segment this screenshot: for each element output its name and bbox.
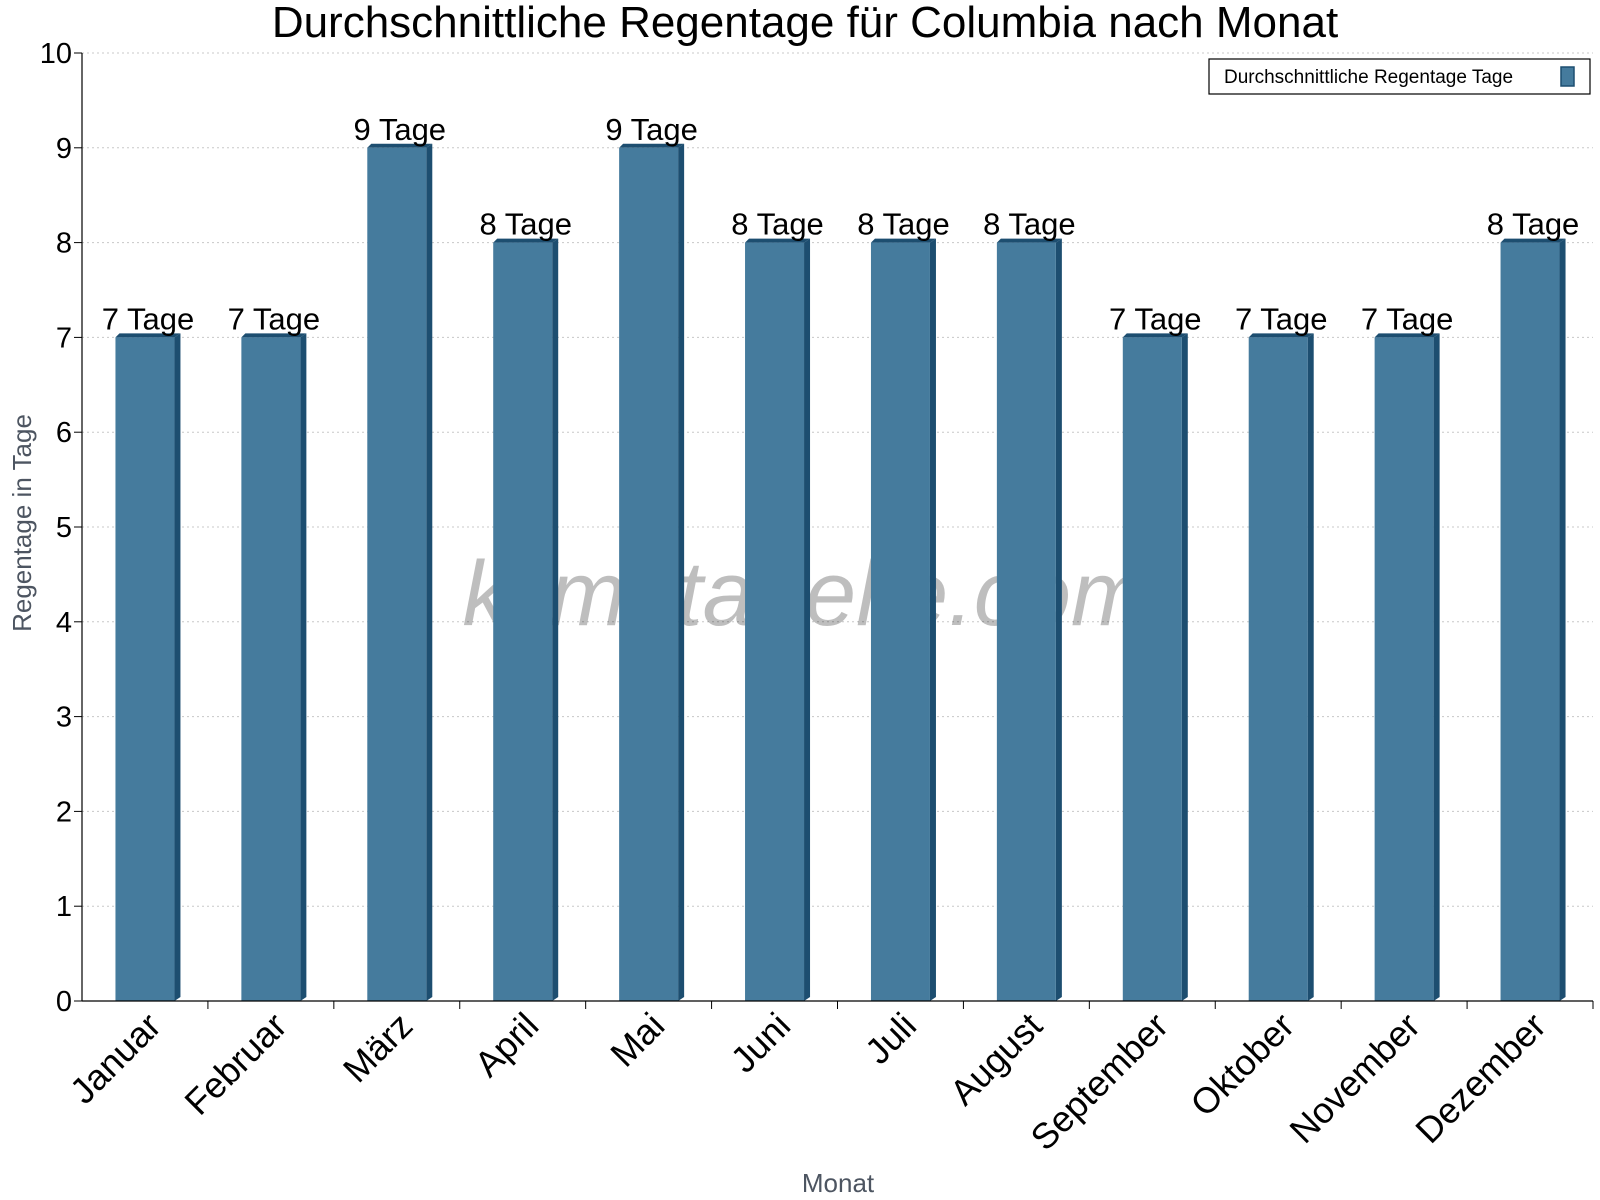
bar-side <box>1307 333 1314 1001</box>
data-label: 8 Tage <box>731 207 824 242</box>
x-tick-labels: Januar Februar März April Mai Juni Juli AugustS… <box>62 1005 1554 1159</box>
data-label: 9 Tage <box>354 112 447 147</box>
data-label: 7 Tage <box>228 301 321 336</box>
y-tick-label: 9 <box>56 133 72 165</box>
bar <box>1374 337 1434 1001</box>
x-tick-label: August <box>942 1005 1050 1113</box>
bar-top <box>745 238 811 243</box>
bar-top <box>493 238 559 243</box>
bar <box>115 337 175 1001</box>
y-tick-labels: 0 1 2 3 4 5 6 7 8 9 10 <box>40 38 72 1018</box>
x-tick-label: Juni <box>723 1005 799 1081</box>
y-tick-label: 1 <box>56 891 72 923</box>
bar-top <box>1248 333 1314 338</box>
x-tick-label: November <box>1281 1005 1427 1151</box>
bar-side <box>300 333 307 1001</box>
bar <box>745 242 805 1002</box>
data-label: 8 Tage <box>857 207 950 242</box>
y-tick-label: 10 <box>40 38 72 70</box>
bar-top <box>1500 238 1566 243</box>
x-tick-label: Februar <box>176 1005 294 1123</box>
data-label: 7 Tage <box>1235 301 1328 336</box>
data-label: 8 Tage <box>479 207 572 242</box>
y-axis-label: Regentage in Tage <box>7 414 37 632</box>
bar-side <box>1181 333 1188 1001</box>
bar-top <box>870 238 936 243</box>
x-tick-label: Mai <box>602 1005 672 1075</box>
y-tick-label: 2 <box>56 796 72 828</box>
bars <box>115 143 1566 1002</box>
y-tick-label: 3 <box>56 702 72 734</box>
bar-top <box>1122 333 1188 338</box>
bar <box>870 242 930 1002</box>
bar-top <box>241 333 307 338</box>
bar-side <box>552 238 559 1002</box>
bar-side <box>929 238 936 1002</box>
y-tick-label: 5 <box>56 512 72 544</box>
bar-top <box>367 143 433 148</box>
bar <box>1248 337 1308 1001</box>
legend: Durchschnittliche Regentage Tage <box>1208 58 1591 95</box>
data-label: 7 Tage <box>1109 301 1202 336</box>
data-labels: 7 Tage 7 Tage 9 Tage 8 Tage 9 Tage 8 Tage 8 Ta… <box>102 112 1580 337</box>
grid <box>82 52 1593 907</box>
data-label: 8 Tage <box>983 207 1076 242</box>
x-tick-label: Juli <box>857 1005 924 1072</box>
bar-top <box>996 238 1062 243</box>
data-label: 7 Tage <box>102 301 195 336</box>
x-tick-label: März <box>335 1005 421 1091</box>
legend-swatch <box>1560 66 1575 87</box>
x-tick-label: Januar <box>62 1005 169 1112</box>
legend-label: Durchschnittliche Regentage Tage <box>1224 67 1513 88</box>
data-label: 7 Tage <box>1361 301 1454 336</box>
data-label: 9 Tage <box>605 112 698 147</box>
bar-side <box>426 143 433 1002</box>
y-tick-label: 8 <box>56 228 72 260</box>
legend-box <box>1208 58 1591 95</box>
x-tick-label: Dezember <box>1407 1005 1553 1151</box>
bar <box>241 337 301 1001</box>
bar-top <box>619 143 685 148</box>
bar-side <box>1559 238 1566 1002</box>
bar-top <box>1374 333 1440 338</box>
y-tick-label: 6 <box>56 417 72 449</box>
bar <box>996 242 1056 1002</box>
x-tick-label: Oktober <box>1182 1005 1302 1125</box>
x-tick-label: September <box>1022 1005 1176 1159</box>
bar-side <box>1055 238 1062 1002</box>
y-tick-label: 4 <box>56 607 72 639</box>
bar-side <box>174 333 181 1001</box>
chart-title: Durchschnittliche Regentage für Columbia… <box>272 0 1338 47</box>
x-axis-label: Monat <box>802 1168 875 1198</box>
y-tick-label: 7 <box>56 322 72 354</box>
bar <box>493 242 553 1002</box>
bar-side <box>1433 333 1440 1001</box>
y-tick-label: 0 <box>56 986 72 1018</box>
bar <box>619 147 679 1002</box>
bar <box>1500 242 1560 1002</box>
bar-side <box>804 238 811 1002</box>
bar <box>1122 337 1182 1001</box>
data-label: 8 Tage <box>1487 207 1580 242</box>
x-tick-label: April <box>466 1005 546 1085</box>
axes <box>74 52 1594 1009</box>
bar-top <box>115 333 181 338</box>
bar <box>367 147 427 1002</box>
bar-side <box>678 143 685 1002</box>
